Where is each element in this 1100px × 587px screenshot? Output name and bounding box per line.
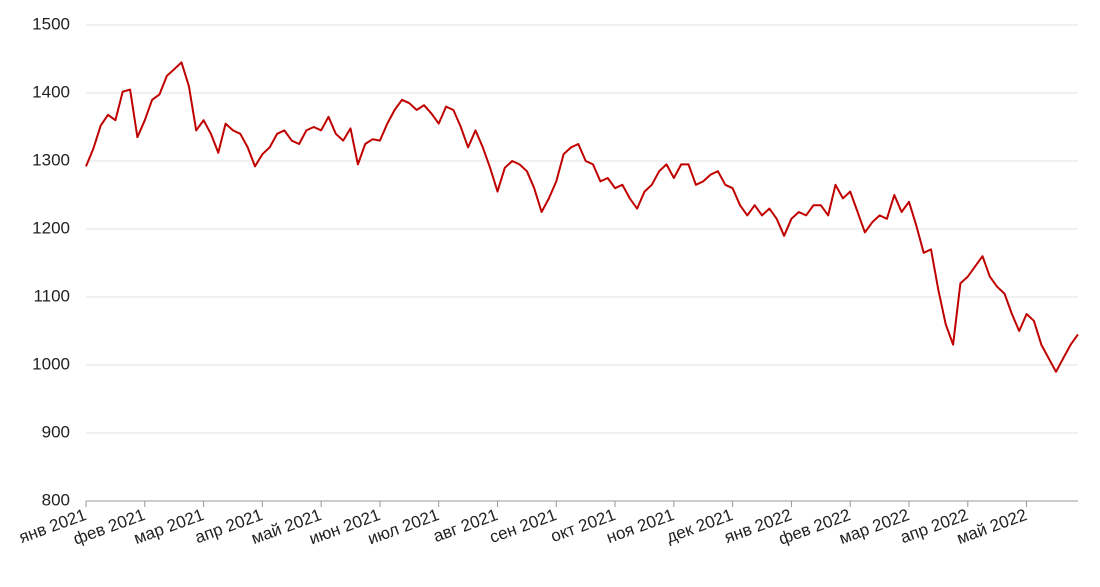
y-tick-label: 1200 — [32, 218, 70, 237]
x-tick-label: ноя 2021 — [604, 505, 677, 547]
y-tick-label: 1300 — [32, 150, 70, 169]
series-line — [85, 61, 1079, 373]
y-tick-label: 1400 — [32, 82, 70, 101]
y-tick-label: 900 — [42, 422, 70, 441]
y-tick-label: 1100 — [33, 286, 70, 305]
x-tick-label: дек 2021 — [664, 505, 736, 547]
y-tick-label: 1000 — [32, 354, 70, 373]
x-tick-label: сен 2021 — [487, 505, 559, 547]
y-tick-label: 1500 — [32, 14, 70, 33]
y-tick-label: 800 — [42, 490, 70, 509]
